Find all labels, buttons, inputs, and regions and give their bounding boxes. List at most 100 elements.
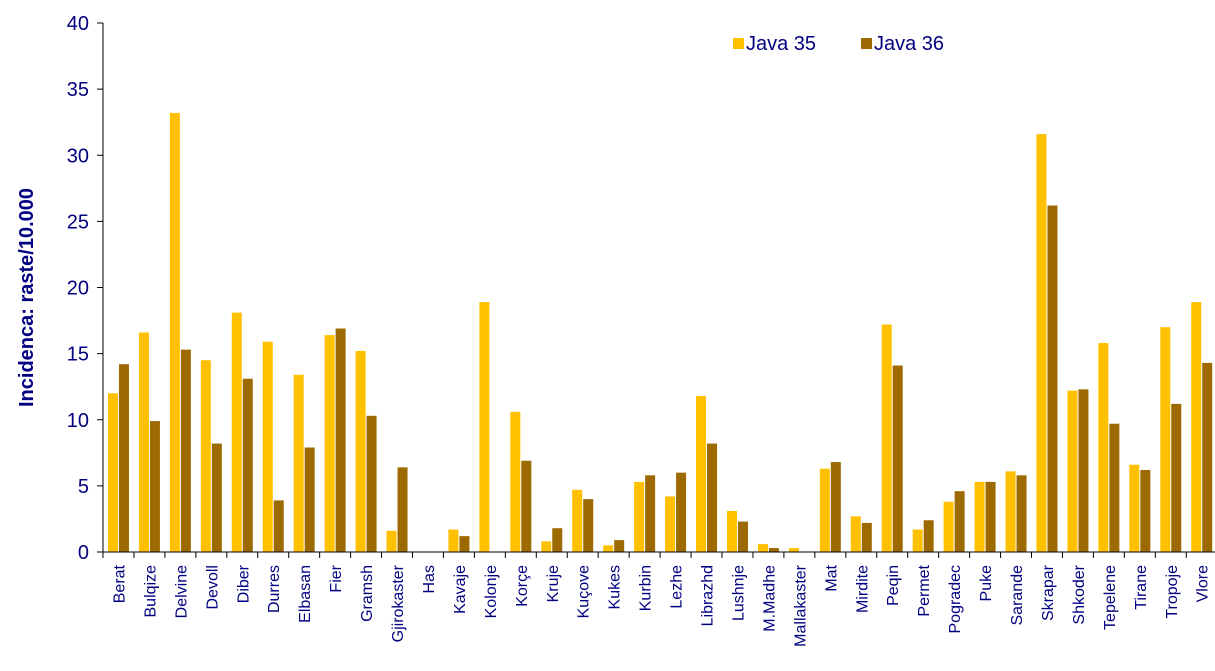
x-category-label: Pogradec bbox=[947, 565, 964, 634]
x-category-label: Librazhd bbox=[700, 565, 717, 626]
x-category-label: Skrapar bbox=[1040, 564, 1057, 621]
bar-java35 bbox=[1036, 134, 1047, 552]
x-category-label: Kolonje bbox=[483, 565, 500, 618]
bar-java35 bbox=[510, 411, 521, 552]
bar-java35 bbox=[200, 360, 211, 552]
bar-java35 bbox=[324, 335, 335, 552]
bar-java35 bbox=[262, 341, 273, 552]
bar-java35 bbox=[665, 496, 676, 552]
x-category-label: Puke bbox=[978, 565, 995, 602]
bar-java36 bbox=[954, 491, 965, 552]
bar-java35 bbox=[943, 501, 954, 552]
bar-java36 bbox=[737, 521, 748, 552]
bar-java35 bbox=[107, 393, 118, 552]
x-category-label: Tirane bbox=[1133, 565, 1150, 610]
x-category-label: Shkoder bbox=[1071, 564, 1088, 624]
x-category-label: Berat bbox=[111, 564, 128, 603]
y-tick-label: 40 bbox=[67, 13, 89, 35]
x-category-label: Kuçove bbox=[576, 565, 593, 618]
bar-java35 bbox=[1005, 471, 1016, 552]
bar-java36 bbox=[707, 443, 718, 552]
bars-group bbox=[107, 112, 1213, 553]
legend-swatch bbox=[733, 38, 744, 49]
x-category-label: Delvine bbox=[173, 565, 190, 618]
bar-java35 bbox=[603, 545, 614, 552]
bar-java36 bbox=[118, 364, 129, 552]
x-category-label: Mallakaster bbox=[792, 564, 809, 646]
bar-java35 bbox=[448, 529, 459, 552]
bar-java36 bbox=[521, 460, 532, 552]
legend-swatch bbox=[861, 38, 872, 49]
bar-java35 bbox=[355, 350, 366, 552]
y-tick-label: 30 bbox=[67, 145, 89, 167]
bar-java35 bbox=[479, 302, 490, 552]
x-category-label: Tropoje bbox=[1164, 565, 1181, 619]
bar-java35 bbox=[1160, 327, 1171, 552]
bar-java36 bbox=[1109, 423, 1120, 552]
y-tick-label: 5 bbox=[78, 476, 89, 498]
x-category-label: Gramsh bbox=[359, 565, 376, 622]
x-category-label: Tepelene bbox=[1102, 565, 1119, 630]
bar-java35 bbox=[634, 481, 645, 552]
bar-java36 bbox=[1078, 389, 1089, 552]
bar-java35 bbox=[1129, 464, 1140, 552]
bar-java36 bbox=[645, 475, 656, 552]
x-category-label: Elbasan bbox=[297, 565, 314, 623]
x-category-label: Kurbin bbox=[638, 565, 655, 611]
bar-java35 bbox=[850, 516, 861, 552]
bar-java35 bbox=[819, 468, 830, 552]
x-category-label: Sarande bbox=[1009, 565, 1026, 626]
x-category-label: Has bbox=[421, 565, 438, 593]
x-category-label: Devoll bbox=[204, 565, 221, 609]
bar-java35 bbox=[386, 530, 397, 552]
bar-java36 bbox=[676, 472, 687, 552]
bar-java35 bbox=[788, 548, 799, 552]
bar-java35 bbox=[572, 489, 583, 552]
legend-label: Java 35 bbox=[746, 33, 816, 55]
x-category-label: Fier bbox=[328, 564, 345, 592]
x-category-label: Kukes bbox=[607, 565, 624, 609]
x-category-label: Diber bbox=[235, 564, 252, 603]
x-category-label: Korçe bbox=[514, 565, 531, 607]
x-category-label: Kavaje bbox=[452, 565, 469, 614]
bar-java36 bbox=[304, 447, 315, 552]
bar-java35 bbox=[138, 332, 149, 552]
bar-java36 bbox=[768, 548, 779, 552]
x-category-label: Mirdite bbox=[854, 565, 871, 613]
bar-java35 bbox=[726, 511, 737, 552]
bar-java36 bbox=[180, 349, 191, 552]
bar-java36 bbox=[552, 528, 563, 552]
y-tick-label: 10 bbox=[67, 410, 89, 432]
bar-java35 bbox=[1098, 343, 1109, 552]
bar-java36 bbox=[366, 415, 377, 552]
bar-java36 bbox=[861, 522, 872, 552]
x-category-label: Bulqize bbox=[142, 565, 159, 618]
x-category-label: Durres bbox=[266, 565, 283, 613]
bar-java36 bbox=[459, 536, 470, 552]
bar-java36 bbox=[1047, 205, 1058, 552]
bar-java36 bbox=[1140, 470, 1151, 552]
y-tick-label: 35 bbox=[67, 79, 89, 101]
x-category-label: Peqin bbox=[885, 565, 902, 606]
bar-java35 bbox=[696, 395, 707, 552]
y-tick-label: 20 bbox=[67, 278, 89, 300]
bar-java35 bbox=[293, 374, 304, 552]
bar-java36 bbox=[583, 499, 594, 552]
y-tick-label: 15 bbox=[67, 344, 89, 366]
y-tick-label: 25 bbox=[67, 211, 89, 233]
bar-java35 bbox=[1191, 302, 1202, 552]
bar-java36 bbox=[397, 467, 408, 552]
y-ticks-group: 0 5 10 15 20 25 30 35 40 bbox=[67, 13, 103, 564]
bar-java36 bbox=[1202, 362, 1213, 552]
bar-java35 bbox=[757, 544, 768, 552]
x-category-label: Lezhe bbox=[669, 565, 686, 609]
bar-java36 bbox=[273, 500, 284, 552]
bar-java36 bbox=[892, 365, 903, 552]
bar-java36 bbox=[242, 378, 253, 552]
bar-java35 bbox=[881, 324, 892, 552]
x-category-label: Vlore bbox=[1195, 565, 1212, 602]
x-category-label: Gjirokaster bbox=[390, 564, 407, 642]
x-labels-group: Berat Bulqize Delvine Devoll Diber Durres Elba… bbox=[111, 564, 1211, 646]
bar-java36 bbox=[211, 443, 222, 552]
